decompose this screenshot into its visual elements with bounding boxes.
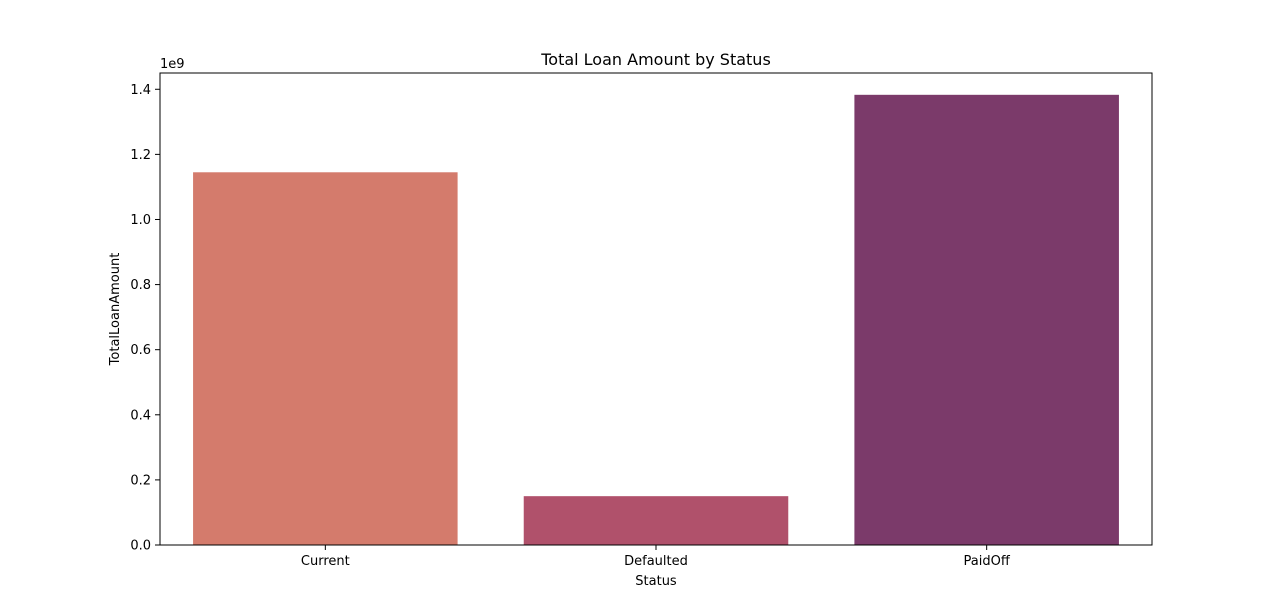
bar-paidoff: [854, 94, 1119, 545]
y-tick-label: 0.2: [130, 473, 151, 488]
bar-defaulted: [523, 496, 789, 545]
bar-current: [193, 172, 458, 545]
y-tick-label: 0.8: [130, 278, 151, 293]
y-axis: 0.0 0.2 0.4 0.6 0.8 1.0 1.2 1.4: [130, 83, 160, 554]
y-axis-label: TotalLoanAmount: [108, 253, 123, 367]
y-tick-label: 0.4: [130, 408, 151, 423]
x-tick-label: Current: [301, 554, 350, 569]
y-tick-label: 1.0: [130, 213, 151, 228]
chart-title: Total Loan Amount by Status: [540, 50, 771, 69]
y-axis-offset-label: 1e9: [160, 57, 185, 72]
y-tick-label: 0.6: [130, 343, 151, 358]
y-tick-label: 1.2: [130, 148, 151, 163]
x-axis-label: Status: [635, 574, 677, 589]
x-axis: Current Defaulted PaidOff: [301, 545, 1011, 569]
y-tick-label: 0.0: [130, 539, 151, 554]
x-tick-label: Defaulted: [624, 554, 688, 569]
x-tick-label: PaidOff: [964, 554, 1011, 569]
y-tick-label: 1.4: [130, 83, 151, 98]
bars-layer: [193, 94, 1119, 545]
